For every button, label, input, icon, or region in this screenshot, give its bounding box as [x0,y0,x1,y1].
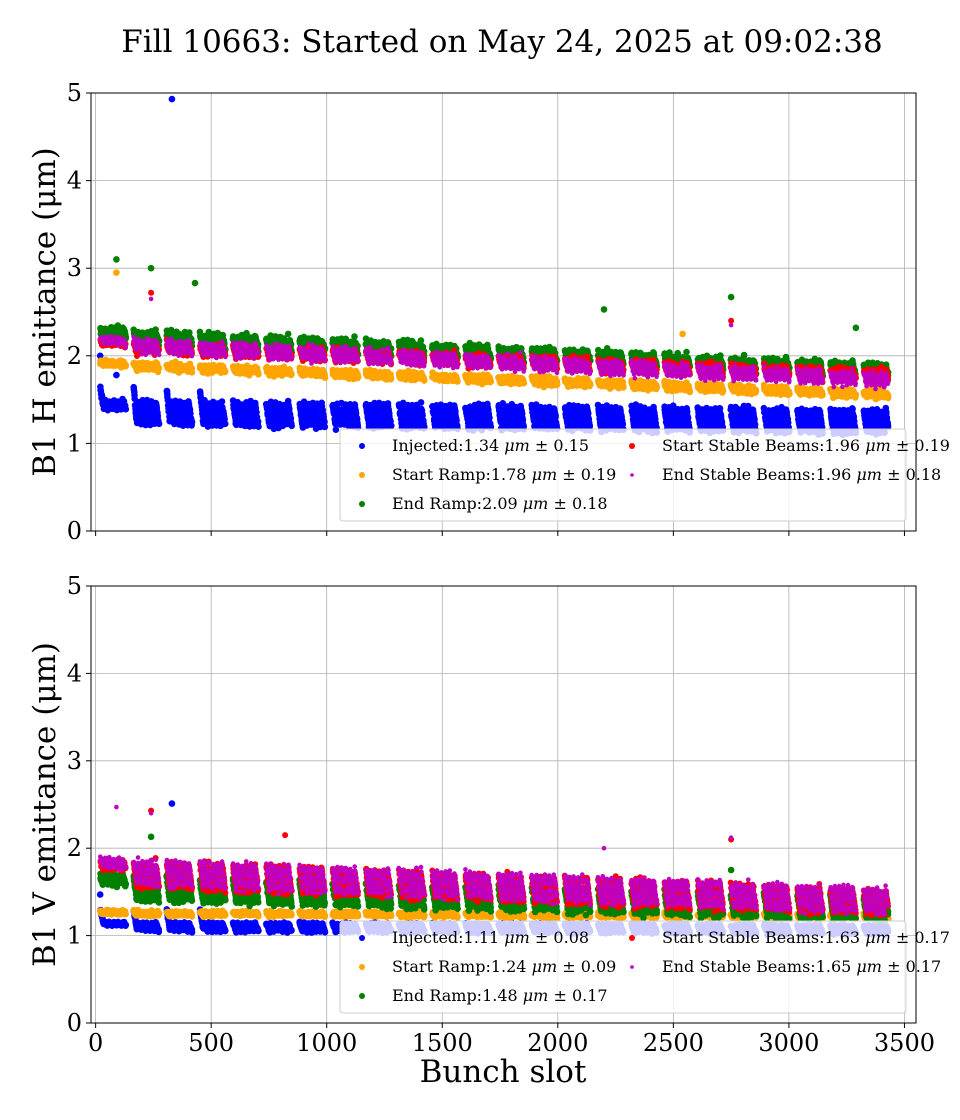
data-point [321,423,329,431]
data-point [884,394,892,402]
data-point [786,390,793,398]
data-point [388,422,395,430]
data-point-outlier [679,330,686,338]
data-point-outlier [113,269,120,276]
data-point [287,415,295,422]
data-point [752,387,760,395]
data-point [188,369,196,376]
points-0 [96,95,892,439]
data-point [253,409,260,416]
data-point [387,375,395,382]
data-point [255,371,262,378]
data-point [819,391,826,399]
data-point [255,423,262,431]
data-point [354,373,362,381]
data-point [332,426,340,434]
data-point [686,388,694,396]
data-point [321,418,328,426]
data-point [154,412,162,420]
data-point [288,422,296,430]
data-point [852,391,860,398]
data-point [284,330,292,338]
series-injected [96,95,892,439]
data-point [155,420,163,428]
data-point [122,362,129,370]
data-point [586,381,594,388]
data-point [221,368,229,375]
data-point [155,364,163,372]
data-point [201,396,208,404]
data-point [188,418,196,426]
data-point [218,398,226,405]
data-point [221,420,229,428]
data-point [421,423,428,431]
data-point [719,387,727,395]
data-point [487,378,495,385]
data-point [420,377,428,384]
data-point [552,412,559,419]
data-point [417,399,425,406]
data-point [254,418,262,425]
data-point [288,370,295,378]
data-point [351,333,358,340]
data-point [454,378,461,385]
data-point [122,405,130,413]
figure-title: Fill 10663: Started on May 24, 2025 at 0… [121,24,883,60]
data-point-outlier [113,371,120,379]
data-point [553,381,561,388]
data-point [321,374,329,382]
data-point-outlier [168,95,176,103]
data-point [520,379,528,387]
data-point [653,383,661,391]
data-point [620,383,627,390]
